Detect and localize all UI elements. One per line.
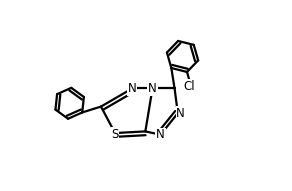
Text: Cl: Cl <box>184 80 195 93</box>
Text: N: N <box>148 82 157 95</box>
Text: N: N <box>156 128 165 141</box>
Text: N: N <box>176 107 185 120</box>
Text: S: S <box>111 128 119 141</box>
Text: N: N <box>128 82 137 95</box>
